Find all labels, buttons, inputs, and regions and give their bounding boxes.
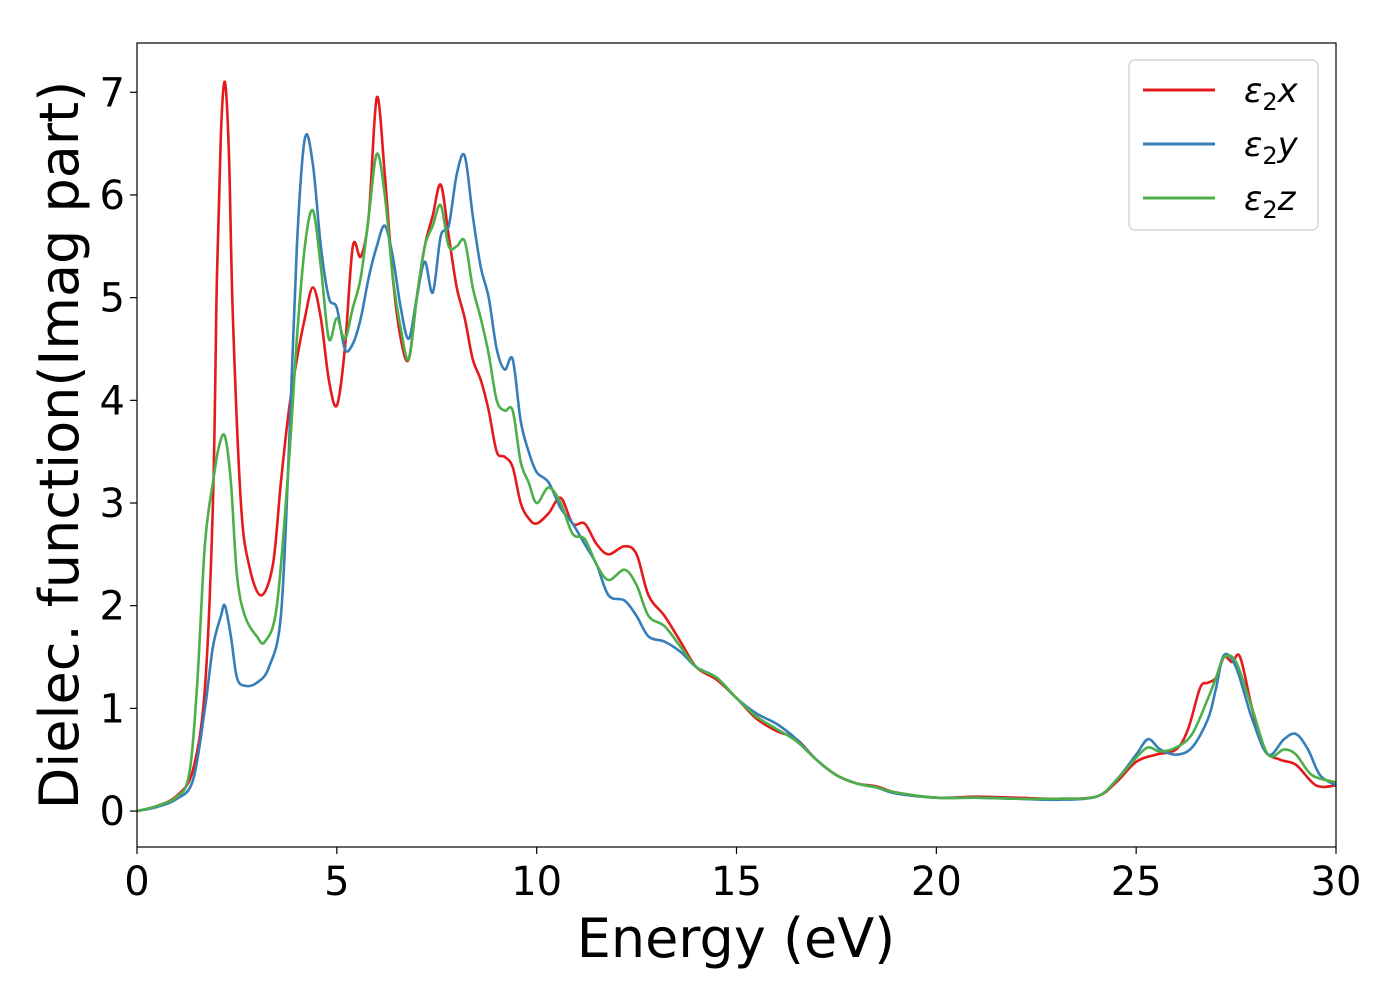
x-tick-label: 10 (511, 859, 562, 905)
x-tick-label: 20 (911, 859, 962, 905)
x-tick-label: 15 (711, 859, 762, 905)
y-tick-label: 4 (100, 378, 125, 424)
series-line-x (136, 80, 1337, 813)
y-tick-label: 6 (100, 173, 125, 219)
legend-label-y: ε2y (1244, 125, 1299, 170)
x-tick-label: 5 (324, 859, 349, 905)
x-tick-label: 30 (1311, 859, 1362, 905)
legend-label-z: ε2z (1244, 179, 1297, 224)
y-tick-label: 1 (100, 686, 125, 732)
legend-box (1128, 59, 1319, 231)
series-line-z (136, 152, 1337, 813)
y-axis-label: Dielec. function(Imag part) (28, 81, 91, 810)
y-axis-ticks: 0 1 2 3 4 5 6 7 (100, 70, 137, 835)
x-axis-ticks: 0 5 10 15 20 25 30 (124, 847, 1361, 905)
series-lines (136, 80, 1337, 813)
y-tick-label: 5 (100, 276, 125, 322)
x-tick-label: 0 (124, 859, 149, 905)
legend-entries: ε2x ε2y ε2z (1143, 71, 1299, 224)
y-tick-label: 2 (100, 584, 125, 630)
series-line-y (136, 132, 1337, 813)
legend: ε2x ε2y ε2z (1128, 59, 1319, 231)
y-tick-label: 7 (100, 70, 125, 116)
x-axis-label: Energy (eV) (577, 907, 896, 970)
y-tick-label: 0 (100, 789, 125, 835)
y-tick-label: 3 (100, 481, 125, 527)
legend-label-x: ε2x (1244, 71, 1299, 116)
x-tick-label: 25 (1111, 859, 1162, 905)
